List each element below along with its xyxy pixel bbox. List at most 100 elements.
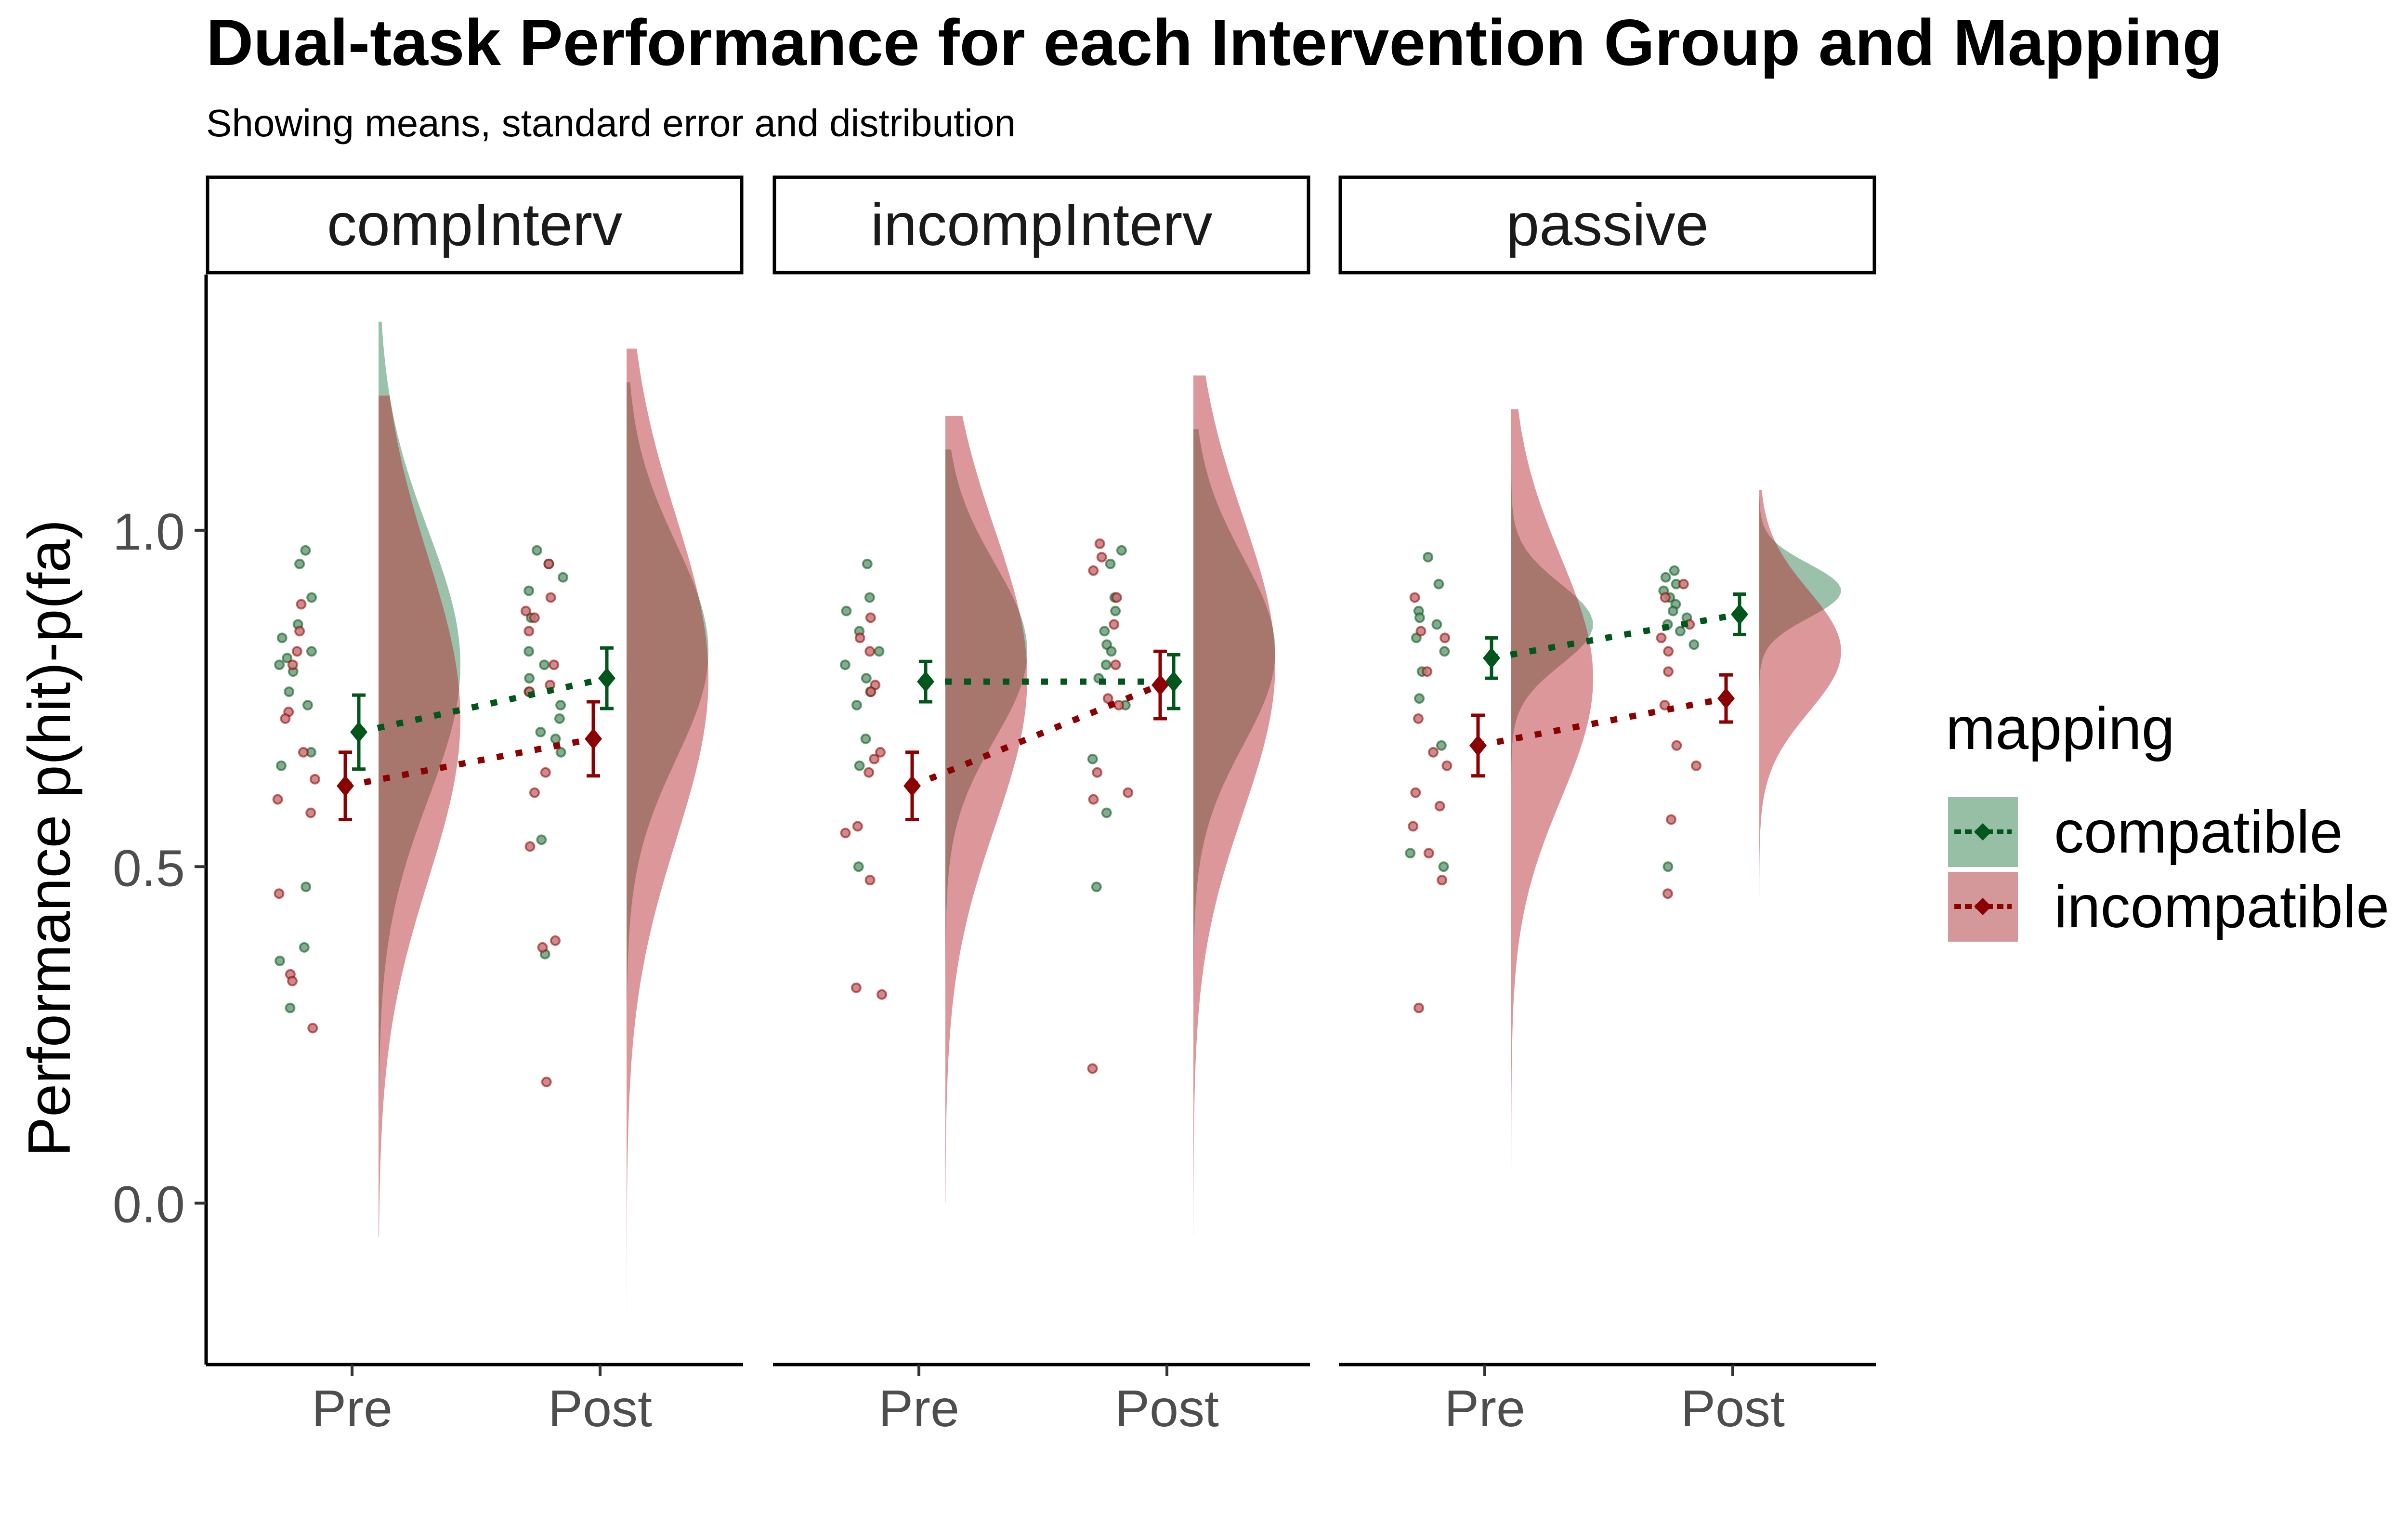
data-point — [275, 955, 285, 966]
facet-strip — [1338, 175, 1876, 275]
density-incompatible-pre — [945, 416, 1027, 1203]
data-point — [864, 592, 875, 603]
data-point — [869, 753, 880, 764]
data-point — [284, 686, 295, 697]
data-point — [1656, 632, 1667, 644]
mean-marker-compatible-post — [1731, 604, 1748, 625]
density-compatible-post — [1193, 429, 1275, 1001]
data-point — [294, 626, 305, 637]
data-point — [302, 700, 313, 710]
facet-strip — [772, 175, 1310, 275]
data-point — [536, 834, 547, 845]
data-point — [1110, 605, 1121, 617]
mean-marker-incompatible-post — [1717, 688, 1735, 709]
data-point — [1436, 740, 1447, 751]
data-point — [1667, 605, 1678, 617]
data-point — [851, 982, 862, 993]
data-point — [864, 767, 875, 778]
data-point — [853, 861, 864, 872]
data-point — [550, 935, 561, 946]
data-point — [1422, 666, 1433, 677]
legend-label: incompatible — [2054, 874, 2389, 940]
legend-label: compatible — [2054, 799, 2343, 866]
data-point — [1092, 767, 1103, 778]
data-point — [1091, 881, 1102, 893]
data-point — [851, 700, 862, 710]
legend-key-marker — [1974, 898, 1991, 915]
x-tick-label: Pre — [878, 1379, 959, 1437]
data-point — [1096, 552, 1107, 563]
data-point — [1111, 592, 1122, 603]
facet-strip — [206, 175, 744, 275]
data-point — [1113, 700, 1124, 710]
x-tick-label: Pre — [312, 1379, 393, 1437]
data-point — [1110, 659, 1121, 670]
data-point — [287, 975, 298, 986]
mean-line-compatible — [1491, 611, 1741, 661]
data-point — [1409, 592, 1420, 603]
data-point — [550, 733, 561, 744]
density-compatible-post — [627, 382, 708, 1123]
data-point — [524, 673, 535, 684]
data-point — [1101, 807, 1112, 818]
data-point — [287, 659, 298, 670]
data-point — [1087, 1063, 1098, 1074]
data-point — [1088, 794, 1099, 805]
data-point — [841, 605, 852, 617]
data-point — [1663, 646, 1674, 657]
data-point — [296, 599, 307, 610]
data-point — [274, 888, 285, 899]
data-point — [276, 632, 288, 644]
data-point — [294, 558, 305, 569]
y-axis-title: Performance p(hit)-p(fa) — [16, 519, 83, 1156]
data-point — [1099, 626, 1110, 637]
data-point — [854, 760, 865, 771]
chart-title: Dual-task Performance for each Intervent… — [206, 6, 2222, 79]
data-point — [1688, 639, 1700, 650]
data-point — [1666, 814, 1676, 825]
facet-incompInterv: incompInterv Pre Post — [772, 175, 1310, 1437]
data-point — [865, 612, 876, 623]
legend-title: mapping — [1946, 696, 2175, 762]
data-point — [1423, 848, 1434, 859]
data-point — [282, 653, 293, 664]
data-point — [1660, 592, 1671, 603]
mean-marker-incompatible-pre — [337, 775, 354, 797]
mean-marker-incompatible-pre — [903, 775, 921, 797]
density-incompatible-pre — [1511, 409, 1593, 1190]
data-point — [1671, 740, 1682, 751]
data-point — [529, 612, 540, 623]
data-point — [555, 747, 566, 758]
density-compatible-pre — [379, 321, 460, 1237]
data-point — [875, 747, 886, 758]
legend-item-compatible: compatible — [1948, 797, 2343, 867]
data-point — [1408, 821, 1419, 832]
data-point — [860, 733, 871, 744]
x-tick-label: Post — [1681, 1379, 1785, 1437]
data-point — [1106, 646, 1117, 657]
data-point — [543, 558, 554, 569]
data-point — [1660, 572, 1671, 583]
data-point — [840, 828, 851, 839]
legend-key-marker — [1974, 823, 1991, 841]
legend-item-incompatible: incompatible — [1948, 872, 2389, 942]
data-point — [306, 646, 317, 657]
data-point — [545, 592, 556, 603]
data-point — [839, 659, 851, 670]
data-point — [1123, 787, 1134, 798]
data-point — [285, 1002, 296, 1013]
y-tick-label: 1.0 — [113, 502, 185, 561]
data-point — [1441, 760, 1453, 771]
data-point — [1691, 760, 1701, 771]
facet-passive: passive Pre Post — [1338, 175, 1876, 1437]
facet-compInterv: compInterv Pre Post — [206, 175, 744, 1437]
mean-marker-incompatible-post — [1152, 674, 1169, 696]
data-point — [1423, 552, 1434, 563]
facet-strip-label: passive — [1506, 192, 1708, 258]
data-point — [874, 646, 885, 657]
data-point — [539, 659, 550, 670]
x-tick-label: Post — [548, 1379, 652, 1437]
data-point — [864, 875, 876, 886]
data-point — [558, 572, 568, 583]
mean-line-incompatible — [911, 682, 1162, 789]
